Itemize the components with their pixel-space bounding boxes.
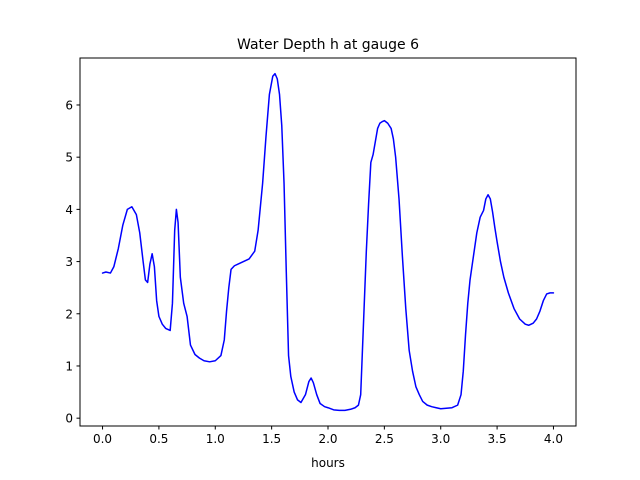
y-tick-label: 3	[65, 255, 73, 269]
x-tick-label: 1.5	[262, 432, 281, 446]
plot-area	[101, 72, 555, 412]
x-tick-label: 1.0	[206, 432, 225, 446]
y-tick-label: 0	[65, 412, 73, 426]
x-tick-label: 4.0	[544, 432, 563, 446]
x-axis: 0.0 0.5 1.0 1.5 2.0 2.5 3.0 3.5 4.0	[93, 426, 563, 446]
y-tick-label: 6	[65, 98, 73, 112]
y-tick-label: 5	[65, 151, 73, 165]
chart-title: Water Depth h at gauge 6	[237, 37, 419, 53]
y-tick-label: 1	[65, 359, 73, 373]
y-tick-label: 4	[65, 203, 73, 217]
x-axis-label: hours	[311, 456, 345, 470]
series-line-0	[101, 72, 555, 412]
x-tick-label: 2.0	[318, 432, 337, 446]
x-tick-label: 2.5	[375, 432, 394, 446]
x-tick-label: 0.5	[149, 432, 168, 446]
y-tick-label: 2	[65, 307, 73, 321]
y-axis: 0 1 2 3 4 5 6	[65, 98, 80, 426]
x-tick-label: 0.0	[93, 432, 112, 446]
plot-frame	[79, 57, 577, 427]
x-tick-label: 3.0	[431, 432, 450, 446]
x-tick-label: 3.5	[488, 432, 507, 446]
